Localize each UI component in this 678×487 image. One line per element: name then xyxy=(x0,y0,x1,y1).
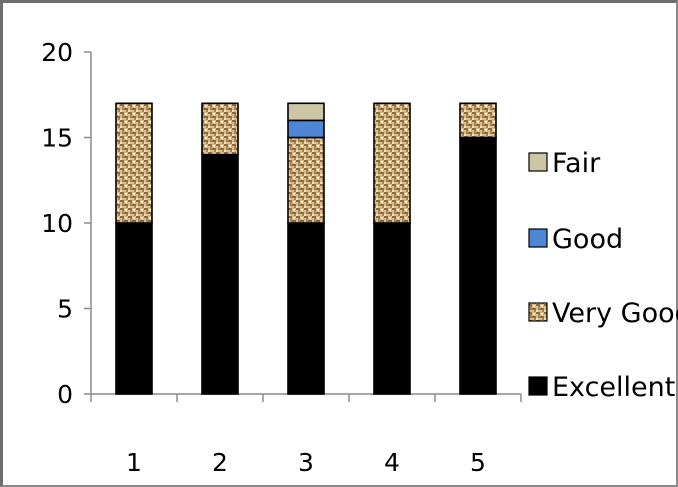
x-tick-label: 2 xyxy=(212,448,228,477)
x-tick-label: 1 xyxy=(126,448,142,477)
bar-segment-very-good xyxy=(373,102,411,224)
legend-swatch-excellent xyxy=(528,376,548,396)
x-tick-label: 4 xyxy=(384,448,400,477)
bar-segment-fair xyxy=(287,102,325,122)
bar-segment-excellent xyxy=(115,222,153,395)
legend-label-excellent: Excellent xyxy=(552,372,675,403)
y-tick-label: 15 xyxy=(41,124,73,153)
legend-label-fair: Fair xyxy=(552,148,601,179)
legend-label-good: Good xyxy=(552,224,623,255)
bar-segment-excellent xyxy=(287,222,325,395)
x-tick-label: 5 xyxy=(470,448,486,477)
legend: Fair Good Very Good Excellent xyxy=(528,148,678,403)
bar-segment-excellent xyxy=(459,136,497,395)
bar-segment-very-good xyxy=(115,102,153,224)
tick-labels: 0 5 10 15 20 1 2 3 4 5 xyxy=(41,38,486,477)
bar-segment-excellent xyxy=(373,222,411,395)
x-tick-label: 3 xyxy=(298,448,314,477)
legend-label-very-good: Very Good xyxy=(552,298,678,329)
legend-swatch-very-good xyxy=(528,302,548,322)
bars xyxy=(115,102,497,395)
y-tick-label: 10 xyxy=(41,209,73,238)
bar-segment-very-good xyxy=(459,102,497,139)
y-tick-label: 20 xyxy=(41,38,73,67)
bar-segment-good xyxy=(287,119,325,139)
legend-swatch-fair xyxy=(528,152,548,172)
y-tick-label: 5 xyxy=(57,295,73,324)
legend-swatch-good xyxy=(528,228,548,248)
bar-segment-very-good xyxy=(287,136,325,224)
bar-segment-very-good xyxy=(201,102,239,156)
bar-segment-excellent xyxy=(201,153,239,395)
y-tick-label: 0 xyxy=(57,380,73,409)
